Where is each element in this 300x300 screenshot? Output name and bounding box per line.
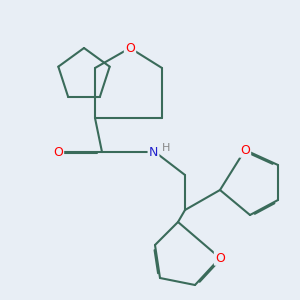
Text: H: H (162, 143, 171, 153)
Text: O: O (240, 143, 250, 157)
Text: O: O (215, 251, 225, 265)
Text: N: N (149, 146, 158, 158)
Text: O: O (125, 41, 135, 55)
Text: O: O (53, 146, 63, 158)
